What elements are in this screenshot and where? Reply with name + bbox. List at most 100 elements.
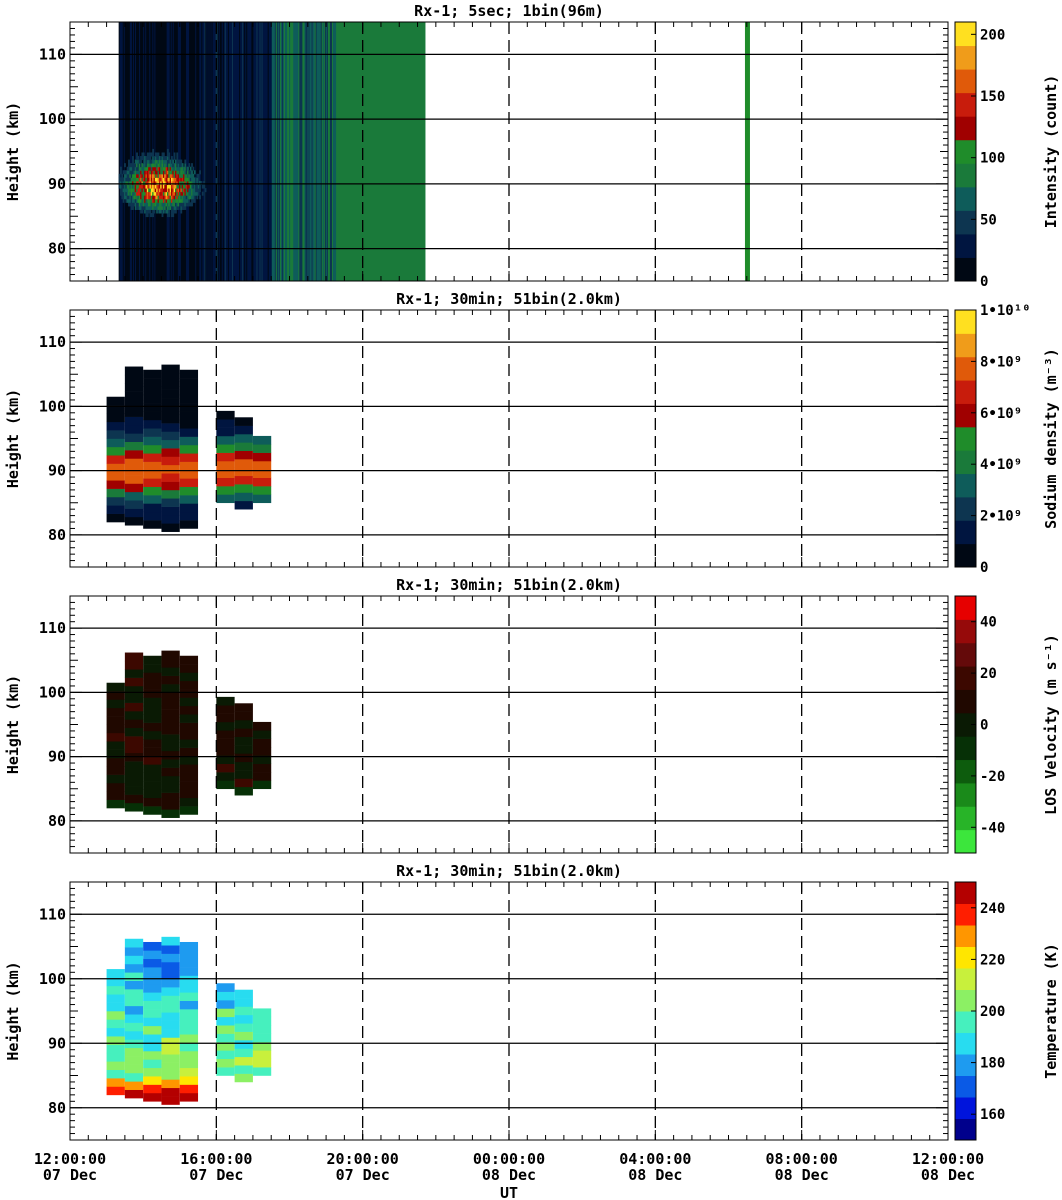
intensity-cell: [145, 159, 148, 164]
intensity-cell: [165, 170, 168, 175]
intensity-cell: [144, 209, 146, 214]
intensity-cell: [145, 163, 148, 168]
bin-cell: [161, 742, 180, 752]
intensity-column: [348, 22, 350, 281]
colorbar-segment: [955, 210, 976, 235]
intensity-column: [145, 22, 147, 281]
intensity-cell: [168, 170, 171, 175]
intensity-cell: [158, 173, 161, 178]
bin-cell: [234, 998, 253, 1007]
bin-cell: [143, 689, 162, 698]
intensity-cell: [180, 180, 183, 186]
intensity-cell: [187, 180, 189, 186]
y-axis-label: Height (km): [4, 675, 22, 774]
intensity-cell: [133, 177, 136, 182]
bin-cell: [161, 775, 180, 785]
intensity-cell: [134, 180, 137, 186]
intensity-column: [122, 22, 125, 281]
intensity-cell: [132, 184, 134, 189]
intensity-cell: [157, 170, 160, 175]
intensity-column: [381, 22, 384, 281]
intensity-cell: [170, 159, 173, 164]
bin-cell: [143, 1034, 162, 1043]
bin-cell: [234, 467, 253, 477]
intensity-cell: [158, 184, 161, 189]
intensity-column: [284, 22, 286, 281]
intensity-cell: [184, 163, 187, 168]
intensity-cell: [165, 159, 168, 164]
x-tick-label-time: 16:00:00: [180, 1150, 252, 1168]
intensity-cell: [153, 180, 156, 186]
intensity-cell: [174, 180, 177, 186]
intensity-column: [413, 22, 416, 281]
intensity-cell: [180, 198, 183, 203]
intensity-cell: [183, 188, 185, 193]
intensity-column: [205, 22, 208, 281]
intensity-cell: [137, 173, 140, 178]
bin-cell: [161, 759, 180, 768]
intensity-column: [394, 22, 396, 281]
intensity-cell: [172, 159, 175, 164]
colorbar-segment: [955, 882, 976, 904]
intensity-cell: [153, 195, 156, 200]
intensity-cell: [121, 180, 124, 186]
bin-cell: [124, 399, 144, 409]
bin-cell: [216, 772, 235, 781]
y-tick-label: 100: [39, 683, 66, 701]
intensity-column: [286, 22, 288, 281]
intensity-cell: [180, 188, 183, 193]
intensity-cell: [152, 159, 155, 164]
intensity-cell: [181, 188, 184, 193]
intensity-cell: [156, 170, 159, 175]
intensity-column: [292, 22, 294, 281]
intensity-cell: [177, 173, 180, 178]
bin-cell: [234, 475, 253, 485]
intensity-column: [395, 22, 397, 281]
intensity-cell: [141, 152, 144, 157]
bin-cell: [234, 720, 253, 729]
intensity-column: [362, 22, 365, 281]
bin-cell: [106, 977, 125, 987]
intensity-cell: [184, 205, 187, 210]
intensity-cell: [148, 184, 151, 189]
intensity-cell: [168, 191, 171, 196]
intensity-cell: [172, 198, 175, 203]
intensity-cell: [141, 195, 144, 200]
intensity-cell: [148, 163, 151, 168]
bin-cell: [161, 423, 180, 432]
intensity-cell: [126, 195, 129, 200]
bin-cell: [161, 767, 180, 777]
bin-cell: [143, 461, 162, 471]
intensity-cell: [166, 177, 169, 182]
bin-cell: [106, 455, 125, 464]
intensity-cell: [165, 180, 168, 186]
bin-cell: [234, 745, 253, 754]
intensity-cell: [158, 156, 161, 161]
intensity-cell: [162, 166, 165, 171]
bin-cell: [161, 800, 180, 810]
intensity-cell: [150, 213, 153, 218]
intensity-cell: [184, 184, 187, 189]
intensity-column: [423, 22, 426, 281]
bin-cell: [179, 1009, 199, 1018]
bin-cell: [124, 383, 144, 392]
intensity-column: [378, 22, 381, 281]
intensity-cell: [168, 163, 171, 168]
bin-cell: [161, 406, 180, 416]
intensity-column: [285, 22, 287, 281]
intensity-column: [229, 22, 232, 281]
x-tick-label-date: 07 Dec: [43, 1166, 97, 1184]
intensity-cell: [128, 163, 130, 168]
intensity-cell: [181, 191, 184, 196]
intensity-column: [291, 22, 293, 281]
intensity-cell: [122, 198, 125, 203]
intensity-cell: [173, 173, 176, 178]
intensity-cell: [140, 156, 142, 161]
data-layer: [106, 936, 272, 1105]
intensity-cell: [145, 213, 148, 218]
bin-cell: [124, 711, 144, 720]
intensity-cell: [142, 173, 145, 178]
intensity-column: [282, 22, 285, 281]
intensity-cell: [133, 163, 136, 168]
